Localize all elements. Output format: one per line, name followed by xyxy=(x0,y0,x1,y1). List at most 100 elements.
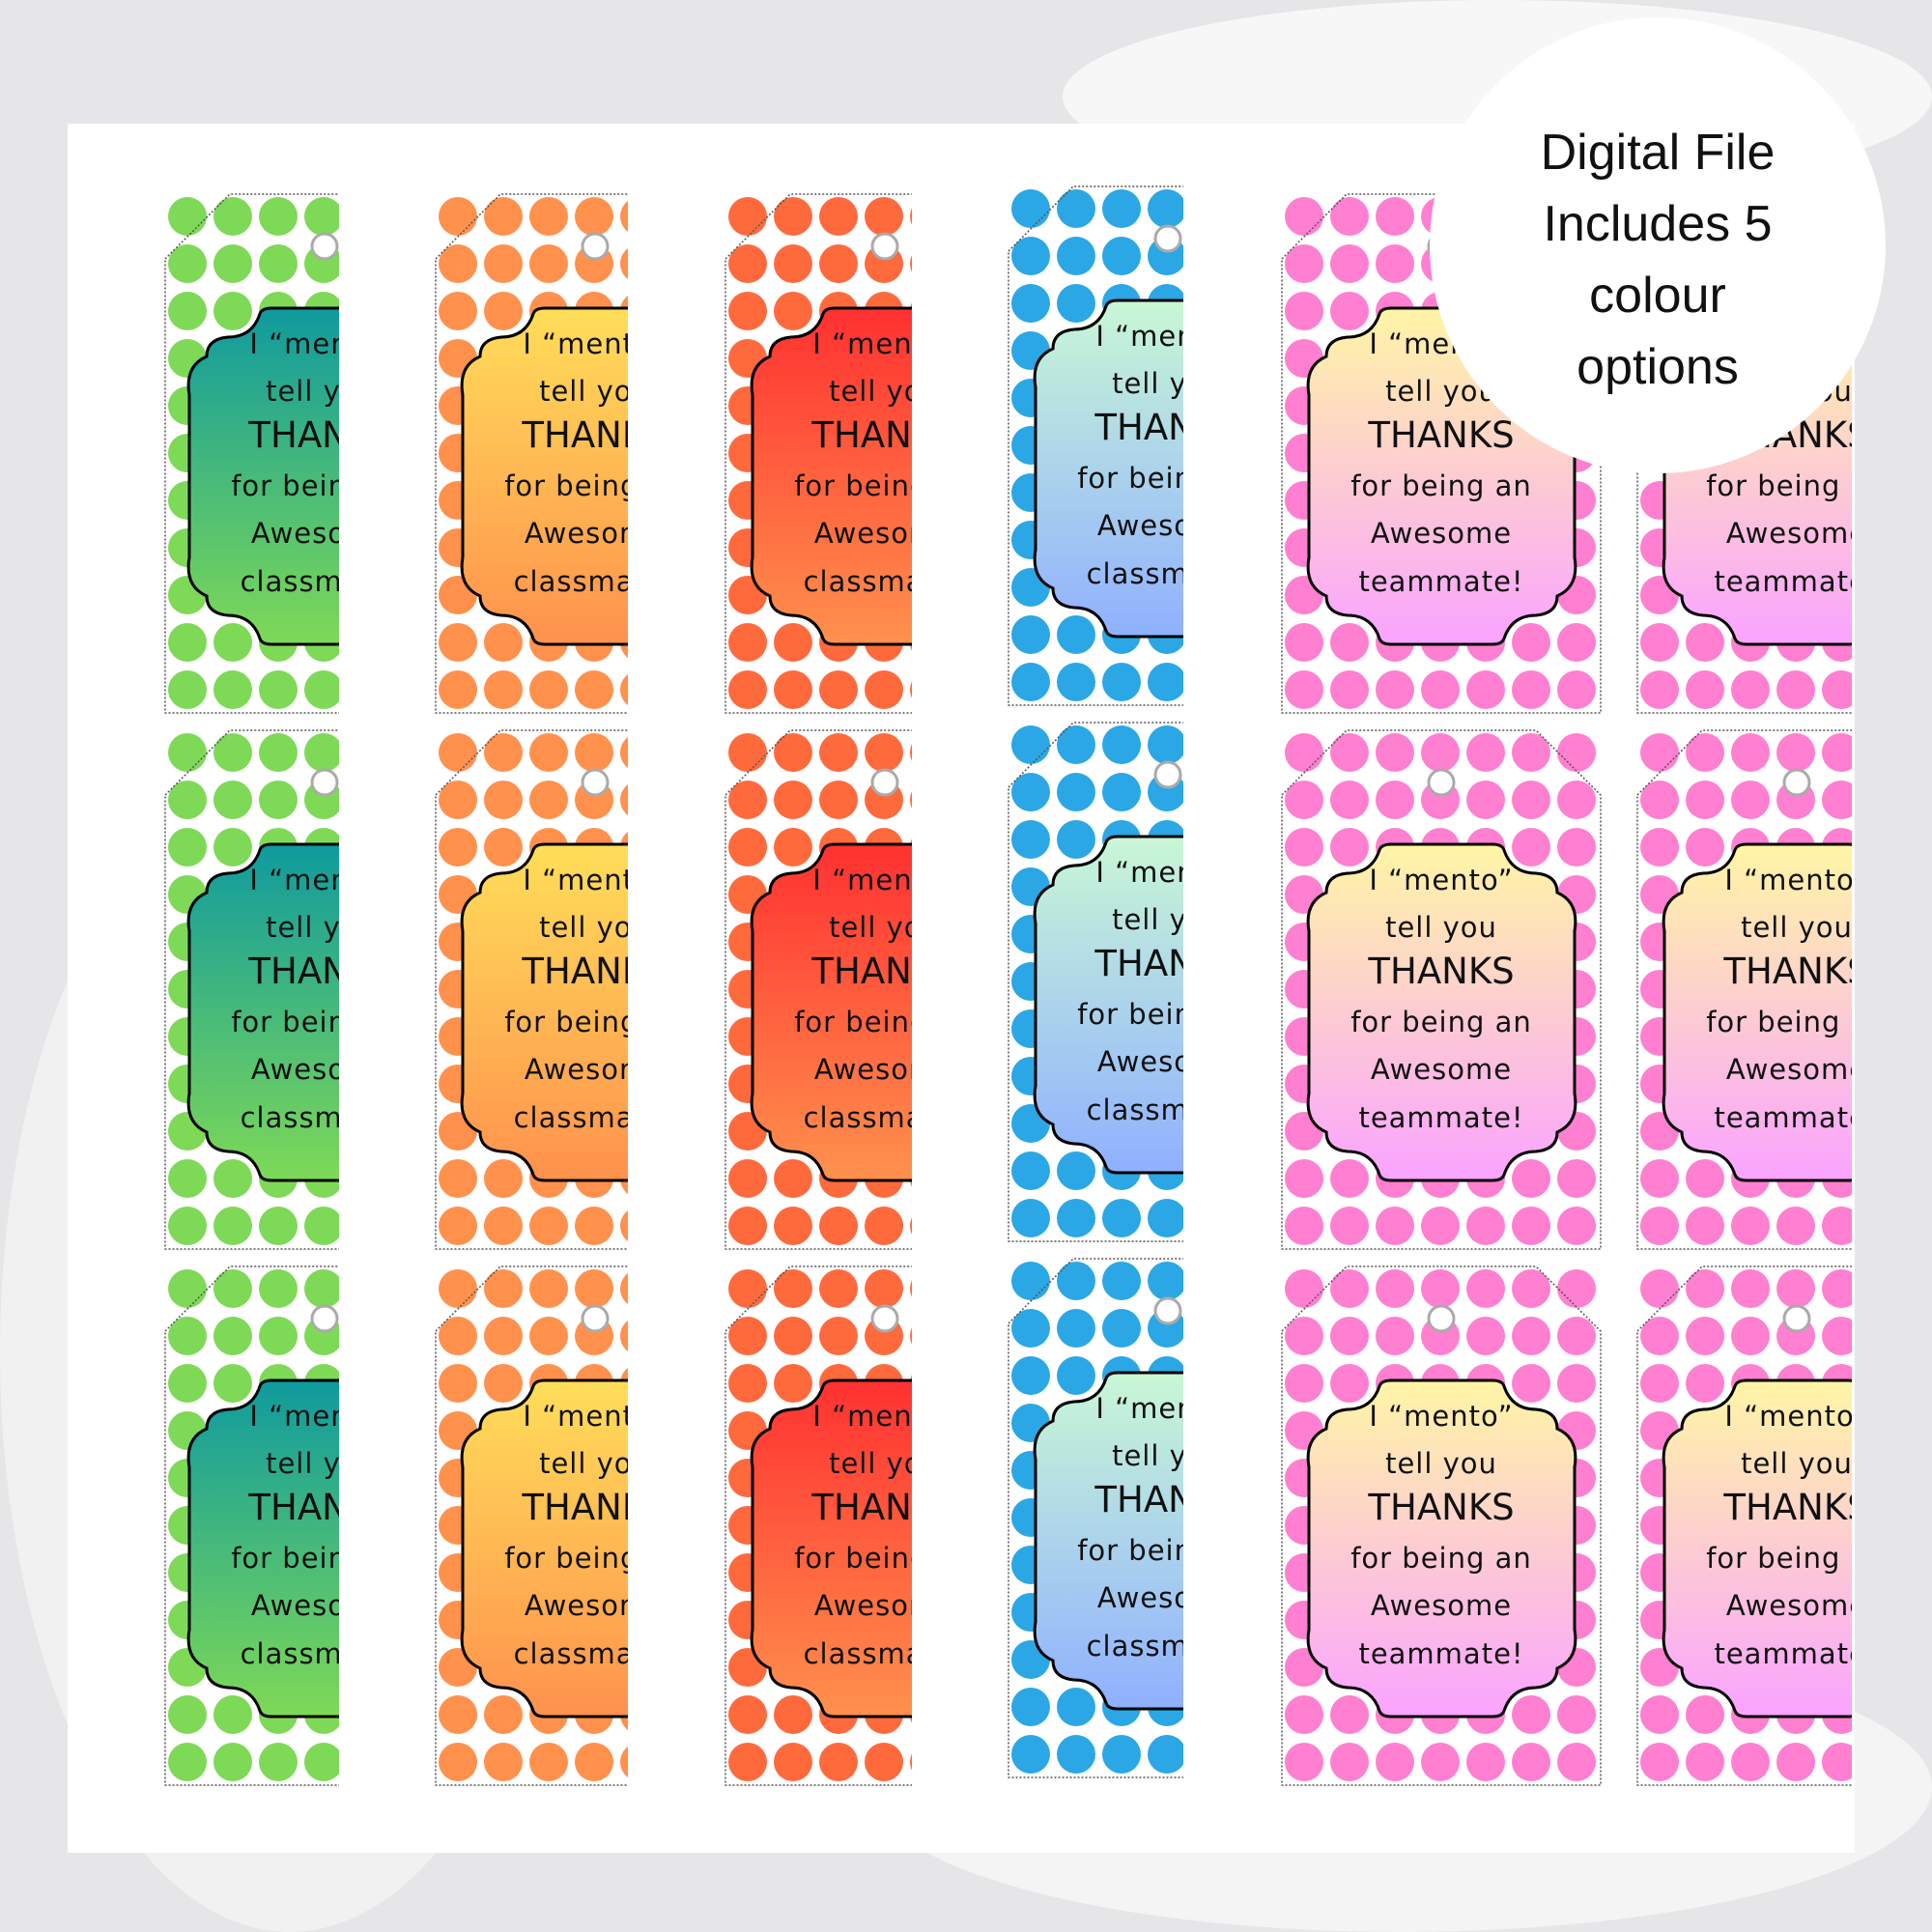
polka-dot xyxy=(439,1207,477,1245)
polka-dot xyxy=(1057,189,1095,228)
polka-dot xyxy=(168,244,207,283)
tag-text-line: for being an xyxy=(794,1006,912,1038)
polka-dot xyxy=(1285,733,1323,772)
polka-dot xyxy=(1285,197,1323,236)
hole-punch-icon xyxy=(1782,768,1811,797)
tag-text-line: Awesome xyxy=(814,1589,912,1622)
hole-punch-icon xyxy=(1427,1304,1456,1333)
polka-dot xyxy=(259,781,298,819)
polka-dot xyxy=(168,1364,207,1403)
polka-dot xyxy=(259,733,298,772)
polka-dot xyxy=(1686,1743,1724,1781)
polka-dot xyxy=(910,255,912,272)
tag-text-line: for being an xyxy=(1077,1534,1183,1567)
polka-dot xyxy=(1057,1151,1095,1190)
polka-dot xyxy=(1285,781,1323,819)
polka-dot xyxy=(259,1207,298,1245)
gift-tag-orange: I “mento” tell you THANKS for being an Aweso… xyxy=(435,193,628,715)
polka-dot xyxy=(484,244,523,283)
tag-text-line: THANKS xyxy=(1094,943,1183,984)
polka-dot xyxy=(1512,1207,1550,1245)
tag-text-line: teammate! xyxy=(1358,1637,1523,1670)
polka-dot xyxy=(1011,189,1050,228)
polka-dot xyxy=(1822,1743,1852,1781)
scalloped-label xyxy=(186,842,339,1182)
polka-dot xyxy=(1057,1735,1095,1774)
polka-dot xyxy=(620,784,628,815)
polka-dot xyxy=(728,781,767,819)
tag-text-line: teammate! xyxy=(1358,565,1523,598)
tag-text-line: classmate! xyxy=(804,1637,912,1670)
polka-dot xyxy=(910,1327,912,1345)
polka-dot xyxy=(1011,284,1050,323)
tag-text-line: Awesome xyxy=(525,1589,628,1622)
tag-text-line: classmate! xyxy=(241,1637,339,1670)
scalloped-label xyxy=(1033,298,1183,639)
polka-dot xyxy=(910,208,912,225)
polka-dot xyxy=(213,1207,252,1245)
scalloped-label xyxy=(1662,842,1852,1182)
polka-dot xyxy=(529,1269,568,1308)
tag-text-line: I “mento” xyxy=(1095,1392,1183,1425)
polka-dot xyxy=(620,201,628,232)
polka-dot xyxy=(1148,663,1183,701)
tag-text-line: for being an xyxy=(1350,469,1532,502)
polka-dot xyxy=(728,1695,767,1734)
polka-dot xyxy=(575,670,613,709)
polka-dot xyxy=(529,1743,568,1781)
polka-dot xyxy=(304,1207,339,1245)
polka-dot xyxy=(1285,244,1323,283)
polka-dot xyxy=(484,733,523,772)
tag-text-line: tell you xyxy=(829,375,912,408)
tag-text-line: THANKS xyxy=(1367,1487,1514,1528)
polka-dot xyxy=(865,1207,903,1245)
tag-text-line: teammate! xyxy=(1714,565,1852,598)
polka-dot xyxy=(865,733,903,772)
tag-text-line: classmate! xyxy=(514,1101,628,1134)
polka-dot xyxy=(1557,1695,1596,1734)
scalloped-label xyxy=(1306,1378,1577,1719)
polka-dot xyxy=(1285,623,1323,662)
tag-text-line: I “mento” xyxy=(249,864,339,896)
tag-text-line: THANKS xyxy=(1094,407,1183,448)
polka-dot xyxy=(1376,733,1414,772)
tag-text-line: THANKS xyxy=(521,1487,628,1528)
polka-dot xyxy=(439,1695,477,1734)
cut-line xyxy=(435,1265,628,1786)
tag-text-line: teammate! xyxy=(1714,1637,1852,1670)
polka-dot xyxy=(213,623,252,662)
polka-dot xyxy=(1057,725,1095,764)
polka-dot xyxy=(1011,1199,1050,1237)
polka-dot xyxy=(819,733,858,772)
polka-dot xyxy=(304,670,339,709)
cut-line xyxy=(1008,185,1183,706)
polka-dot xyxy=(1011,663,1050,701)
gift-tag-blue: I “mento” tell you THANKS for being an Aweso… xyxy=(1008,185,1183,707)
polka-dot xyxy=(168,1743,207,1781)
polka-dot xyxy=(439,1364,477,1403)
tag-text-line: THANKS xyxy=(810,951,912,992)
polka-dot xyxy=(1731,781,1770,819)
polka-dot xyxy=(910,744,912,761)
polka-dot xyxy=(1640,733,1679,772)
polka-dot xyxy=(1557,623,1596,662)
polka-dot xyxy=(910,1753,912,1771)
polka-dot xyxy=(213,1269,252,1308)
polka-dot xyxy=(620,1321,628,1351)
polka-dot xyxy=(728,1159,767,1198)
polka-dot xyxy=(1822,670,1852,709)
polka-dot xyxy=(819,670,858,709)
polka-dot xyxy=(1376,1317,1414,1355)
polka-dot xyxy=(1011,725,1050,764)
polka-dot xyxy=(1285,1269,1323,1308)
polka-dot xyxy=(728,623,767,662)
polka-dot xyxy=(213,1317,252,1355)
polka-dot xyxy=(304,733,339,772)
tag-text-line: I “mento” xyxy=(1369,864,1513,896)
cut-line xyxy=(164,193,339,714)
polka-dot xyxy=(1376,781,1414,819)
polka-dot xyxy=(1466,1743,1505,1781)
polka-dot xyxy=(259,1743,298,1781)
cut-line xyxy=(1281,729,1602,1250)
polka-dot xyxy=(1731,1207,1770,1245)
